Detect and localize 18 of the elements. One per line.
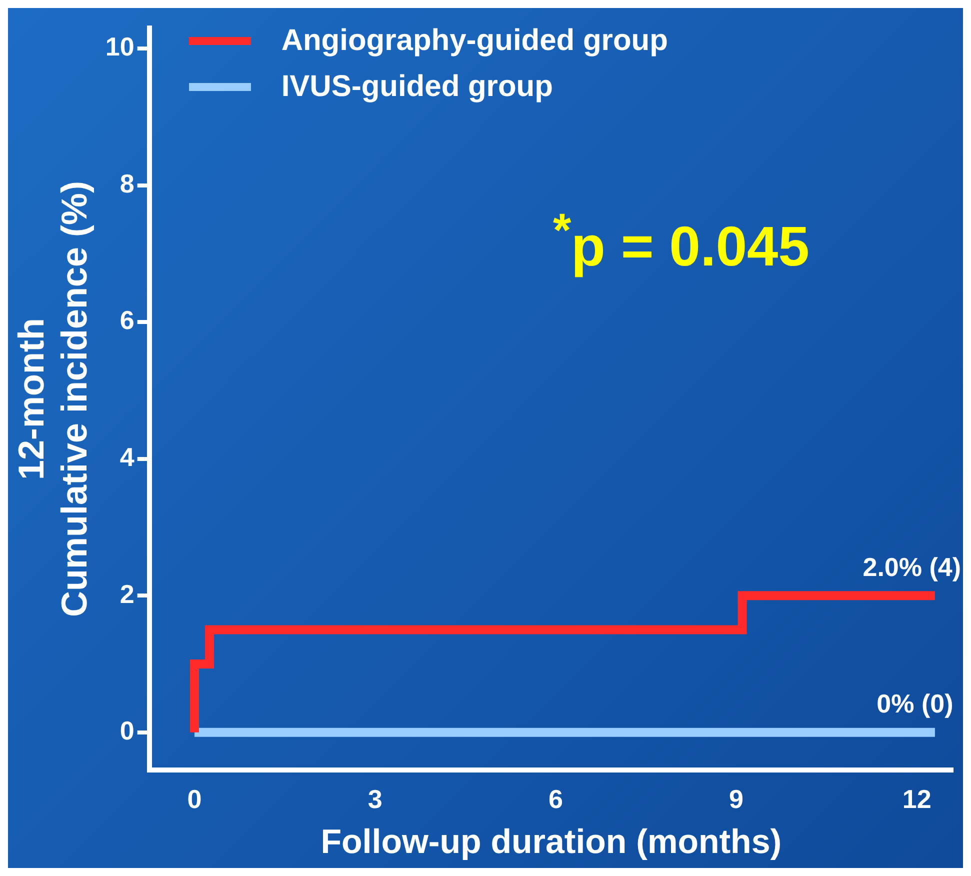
y-tick-label: 6 <box>120 305 134 336</box>
x-tick-label: 3 <box>368 784 382 814</box>
x-tick-label: 6 <box>548 784 563 814</box>
annotation: 2.0% (4) <box>862 552 961 582</box>
x-tick-label: 0 <box>187 784 202 814</box>
legend-label: IVUS-guided group <box>281 70 553 104</box>
legend-label: Angiography-guided group <box>281 24 668 58</box>
x-tick-label: 12 <box>902 784 932 814</box>
y-axis-title: 12-month Cumulative incidence (%) <box>10 180 95 618</box>
x-axis-title: Follow-up duration (months) <box>320 822 782 861</box>
y-tick-label: 4 <box>120 442 135 472</box>
y-tick-label: 2 <box>120 578 134 609</box>
x-tick-label: 9 <box>729 784 744 814</box>
annotation: $^{*}$p = 0.045 <box>553 203 810 279</box>
y-tick-label: 10 <box>105 32 134 62</box>
y-tick-label: 0 <box>120 716 134 746</box>
y-tick-label: 8 <box>120 168 134 198</box>
annotation: 0% (0) <box>876 688 954 719</box>
